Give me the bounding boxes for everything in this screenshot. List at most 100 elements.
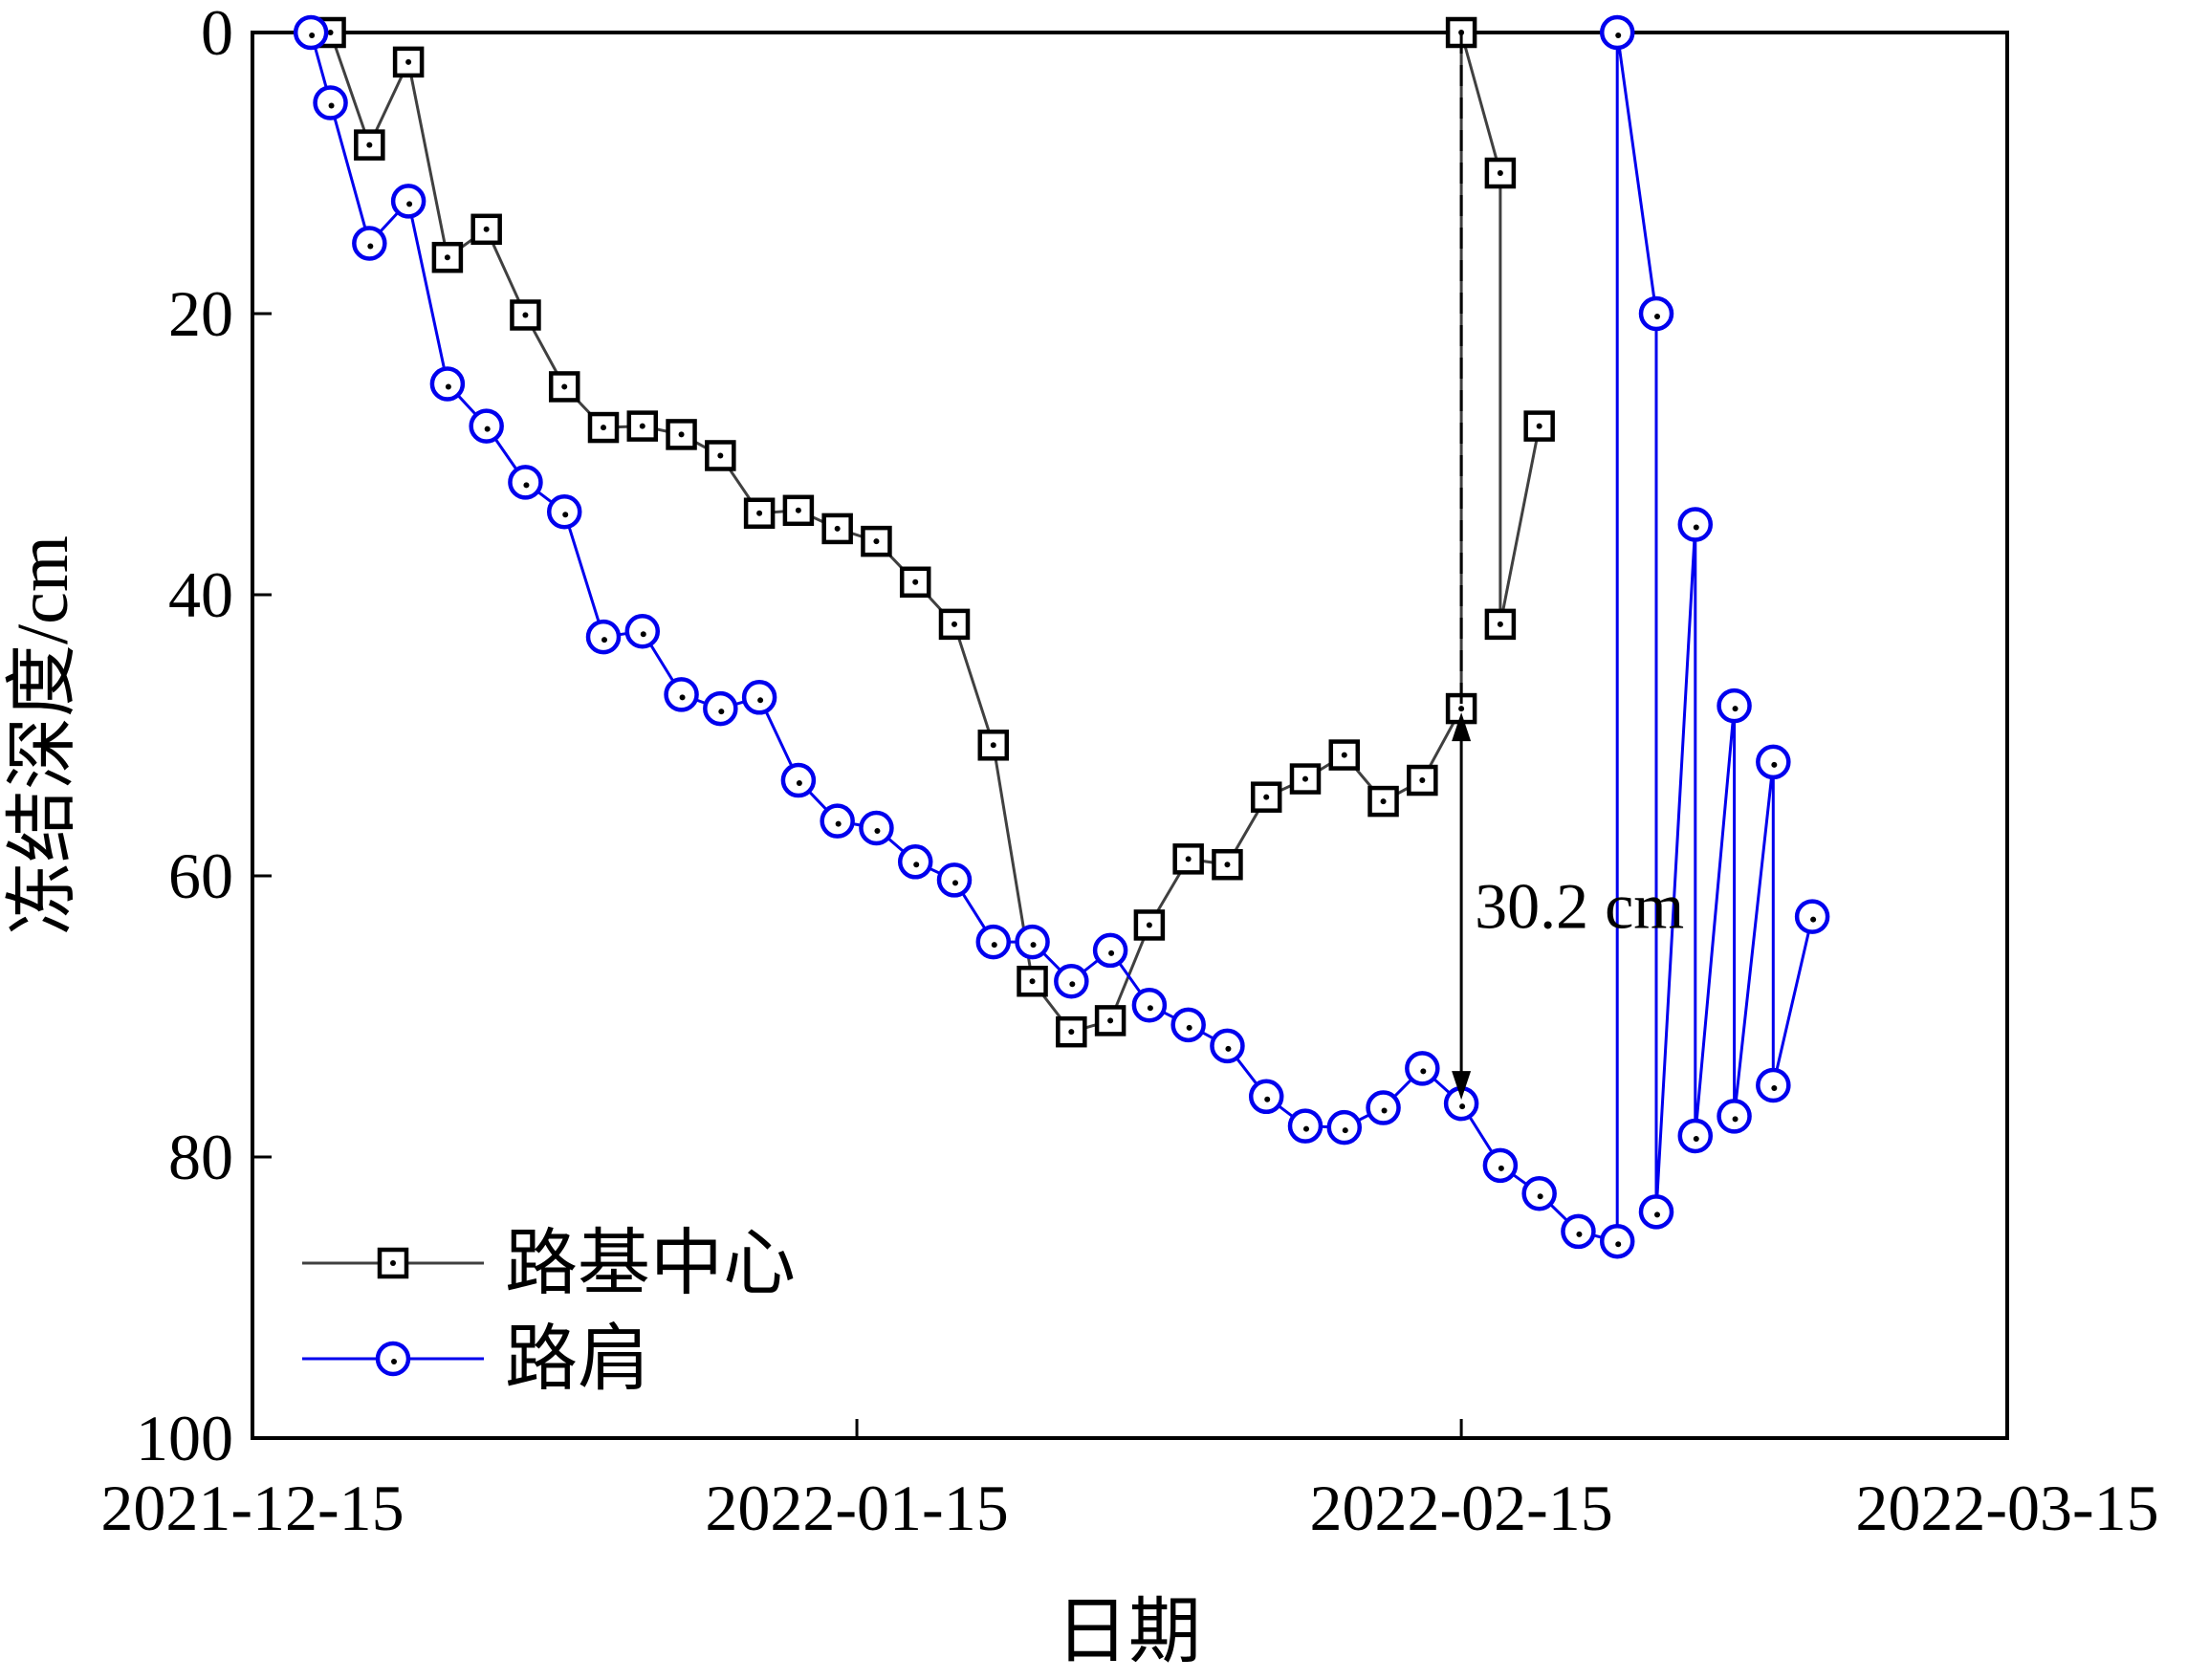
- circle-marker: [1405, 1051, 1440, 1086]
- marker-dot: [1224, 862, 1231, 868]
- marker-dot: [523, 482, 530, 489]
- marker-dot: [1225, 1045, 1232, 1052]
- arrow-head-down: [1452, 1071, 1472, 1101]
- circle-marker: [1638, 1194, 1674, 1230]
- square-marker: [1407, 764, 1438, 796]
- marker-dot: [1420, 1068, 1427, 1075]
- marker-dot: [1693, 524, 1699, 531]
- marker-dot: [757, 697, 764, 704]
- marker-dot: [835, 820, 842, 827]
- marker-dot: [1147, 1005, 1153, 1012]
- circle-marker: [1756, 1067, 1791, 1103]
- marker-dot: [834, 525, 841, 532]
- arrow-head-up: [1452, 712, 1472, 742]
- circle-marker: [936, 862, 973, 898]
- series-line: [329, 32, 1542, 1034]
- circle-marker: [1599, 14, 1635, 51]
- marker-dot: [1264, 1096, 1271, 1102]
- series-circle: [293, 14, 1830, 1259]
- circle-marker: [1131, 987, 1168, 1023]
- marker-dot: [952, 880, 958, 886]
- marker-dot: [1030, 942, 1037, 949]
- circle-marker: [624, 613, 661, 649]
- marker-dot: [562, 512, 569, 518]
- marker-dot: [366, 142, 373, 148]
- circle-marker: [1054, 964, 1089, 999]
- circle-marker: [429, 366, 466, 402]
- marker-dot: [1771, 1085, 1778, 1092]
- marker-dot: [444, 254, 450, 261]
- marker-dot: [874, 828, 881, 835]
- y-tick-label: 0: [201, 0, 233, 69]
- circle-marker: [1092, 932, 1128, 969]
- marker-dot: [1810, 916, 1817, 923]
- marker-dot: [328, 102, 335, 109]
- marker-dot: [756, 510, 763, 516]
- marker-dot: [522, 312, 529, 318]
- marker-dot: [601, 637, 607, 644]
- marker-dot: [1459, 1103, 1466, 1110]
- circle-marker: [820, 803, 855, 839]
- circle-marker: [469, 408, 504, 444]
- circle-marker: [1794, 899, 1830, 934]
- marker-dot: [1654, 1211, 1660, 1218]
- marker-dot: [1497, 621, 1503, 627]
- legend-label: 路基中心: [505, 1224, 796, 1304]
- circle-marker: [508, 465, 543, 500]
- marker-dot: [601, 425, 606, 431]
- circle-marker: [1248, 1079, 1284, 1115]
- square-marker: [861, 525, 892, 557]
- circle-marker: [1561, 1213, 1596, 1250]
- marker-dot: [639, 423, 645, 429]
- marker-dot: [1069, 981, 1076, 988]
- marker-dot: [717, 452, 724, 459]
- marker-dot: [1108, 949, 1115, 956]
- marker-dot: [483, 226, 490, 232]
- marker-dot: [795, 507, 801, 513]
- marker-dot: [1341, 752, 1347, 758]
- y-tick-label: 40: [168, 558, 233, 631]
- circle-marker: [1287, 1108, 1323, 1144]
- circle-marker: [1638, 295, 1674, 332]
- marker-dot: [1536, 423, 1542, 429]
- series-layer: [293, 14, 1830, 1259]
- circle-marker: [1015, 924, 1050, 960]
- circle-marker: [703, 690, 738, 727]
- circle-marker: [352, 226, 387, 261]
- marker-dot: [1185, 856, 1192, 862]
- marker-dot: [1615, 33, 1622, 38]
- series-line: [309, 32, 1814, 1244]
- marker-dot: [1380, 798, 1387, 805]
- circle-marker: [546, 494, 582, 530]
- marker-dot: [1381, 1107, 1388, 1114]
- marker-dot: [1732, 1116, 1739, 1123]
- circle-marker: [780, 762, 817, 798]
- marker-dot: [561, 383, 568, 390]
- circle-marker: [859, 810, 894, 846]
- circle-marker: [1170, 1007, 1206, 1043]
- x-tick-label: 2021-12-15: [100, 1472, 404, 1544]
- marker-dot: [990, 742, 996, 749]
- x-axis-title: 日期: [1056, 1592, 1201, 1672]
- marker-dot: [1458, 706, 1465, 712]
- marker-dot: [1303, 1125, 1309, 1132]
- marker-dot: [1654, 314, 1660, 319]
- marker-dot: [912, 578, 919, 585]
- marker-dot: [951, 621, 957, 627]
- marker-dot: [445, 383, 451, 390]
- circle-marker: [897, 844, 933, 880]
- marker-dot: [390, 1260, 396, 1266]
- circle-marker: [741, 680, 777, 715]
- x-tick-label: 2022-03-15: [1855, 1472, 2158, 1544]
- marker-dot: [1615, 1241, 1622, 1248]
- marker-dot: [678, 431, 685, 438]
- circle-marker: [1717, 1099, 1752, 1134]
- circle-marker: [1677, 507, 1714, 542]
- circle-marker: [585, 619, 622, 655]
- y-tick-label: 60: [168, 840, 233, 912]
- circle-marker: [1756, 744, 1791, 780]
- marker-dot: [679, 694, 686, 701]
